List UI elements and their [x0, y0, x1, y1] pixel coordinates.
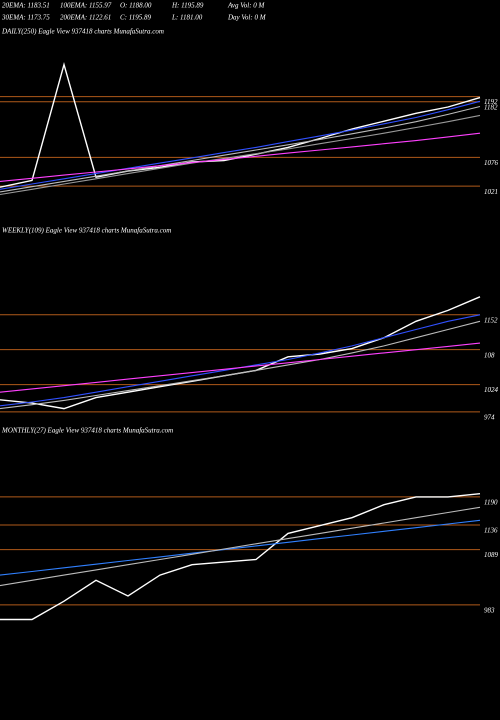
price-line: [0, 132, 481, 182]
header-stat: L: 1181.00: [171, 14, 203, 22]
panel-title: DAILY(250) Eagle View 937418 charts Muna…: [1, 28, 164, 36]
y-tick-label: 1076: [484, 159, 499, 167]
header-stat: Day Vol: 0 M: [227, 14, 267, 22]
panel-title: WEEKLY(109) Eagle View 937418 charts Mun…: [2, 227, 171, 235]
price-line: [0, 519, 481, 576]
y-tick-label: 1089: [484, 551, 499, 559]
y-tick-label: 1024: [484, 386, 499, 394]
y-tick-label: 983: [484, 606, 495, 614]
y-tick-label: 1021: [484, 188, 498, 196]
price-line: [0, 296, 481, 410]
price-line: [0, 493, 481, 621]
y-tick-label: 108: [484, 351, 495, 359]
header-stat: Avg Vol: 0 M: [227, 2, 266, 10]
y-tick-label: 1152: [484, 316, 498, 324]
header-stat: 100EMA: 1155.97: [60, 2, 112, 10]
header-stat: C: 1195.89: [120, 14, 151, 22]
header-stat: 200EMA: 1122.61: [60, 14, 111, 22]
price-line: [0, 62, 481, 188]
price-line: [0, 100, 481, 190]
price-line: [0, 105, 481, 193]
header-stat: O: 1188.00: [120, 2, 152, 10]
header-stat: 30EMA: 1173.75: [1, 14, 50, 22]
y-tick-label: 1136: [484, 527, 498, 535]
y-tick-label: 1190: [484, 498, 498, 506]
price-line: [0, 114, 481, 196]
y-tick-label: 1192: [484, 98, 498, 106]
price-line: [0, 320, 481, 410]
y-tick-label: 1182: [484, 103, 498, 111]
y-tick-label: 974: [484, 413, 495, 421]
header-stat: 20EMA: 1183.51: [2, 2, 50, 10]
price-line: [0, 342, 481, 393]
header-stat: H: 1195.89: [171, 2, 204, 10]
panel-title: MONTHLY(27) Eagle View 937418 charts Mun…: [1, 427, 173, 435]
price-line: [0, 506, 481, 587]
price-line: [0, 314, 481, 407]
